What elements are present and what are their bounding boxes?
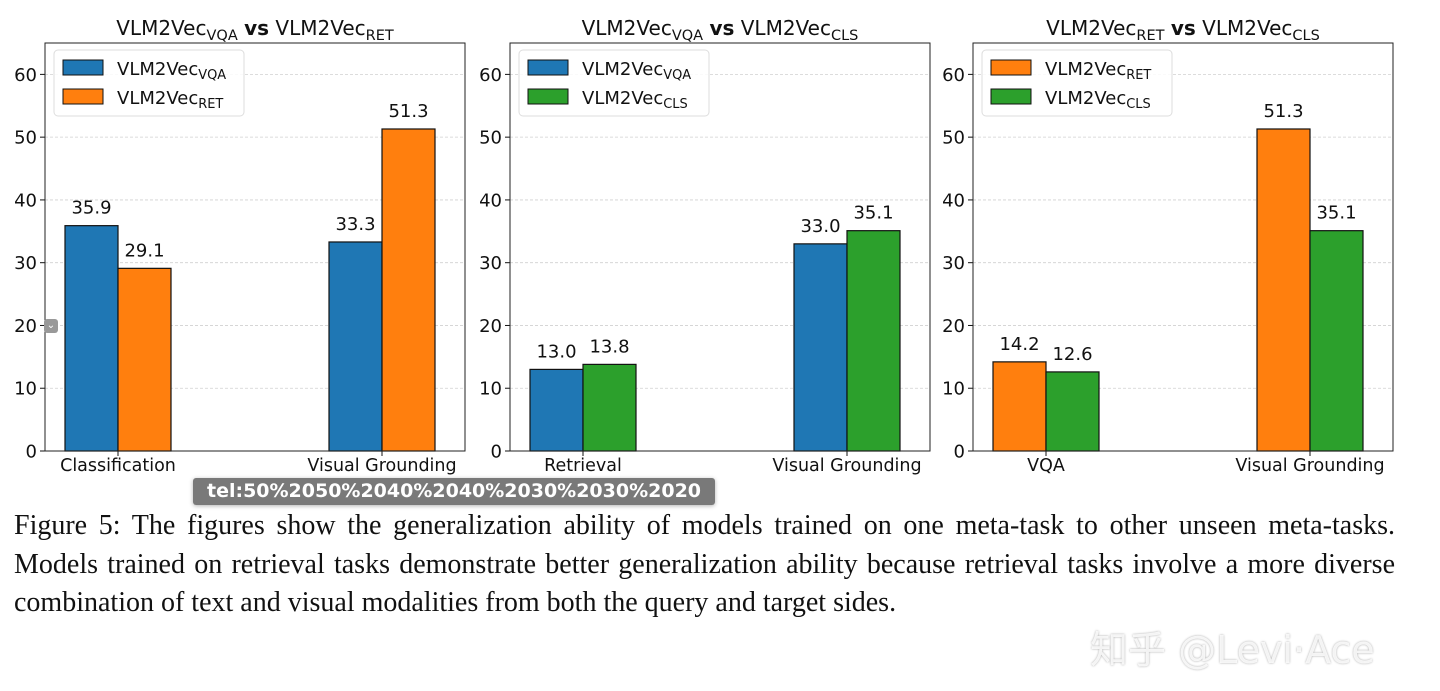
y-tick-label: 60: [14, 65, 37, 86]
plot-frame: [44, 42, 466, 452]
y-tick-label: 40: [479, 190, 502, 211]
data-label: 12.6: [1052, 344, 1092, 365]
figure-caption: Figure 5: The figures show the generaliz…: [14, 510, 1395, 618]
legend-swatch: [62, 59, 104, 76]
legend: VLM2VecVQA VLM2VecCLS: [518, 49, 710, 117]
x-tick-label: VQA: [1027, 456, 1065, 476]
chart-title: VLM2VecVQA vs VLM2VecRET: [116, 16, 394, 44]
data-label: 35.1: [853, 203, 893, 224]
y-tick-label: 10: [942, 379, 965, 400]
chart-1: 0 10 20 30 40 50 60 35.9 33.3 29.1 51.3 Classificat…: [14, 16, 466, 476]
data-label: 13.8: [589, 336, 629, 357]
y-tick-label: 20: [14, 316, 37, 337]
y-tick-label: 10: [479, 379, 502, 400]
legend-swatch: [527, 88, 569, 105]
y-tick-label: 0: [491, 442, 502, 463]
plot-frame: [972, 42, 1394, 452]
y-tick-label: 20: [942, 316, 965, 337]
bar-vqa-visual-grounding: [793, 243, 848, 452]
chart-2: 0 10 20 30 40 50 60 13.0 33.0 13.8 35.1 Retrieval Vi…: [479, 16, 931, 476]
legend-label: VLM2VecRET: [1045, 59, 1151, 83]
y-tick-label: 50: [14, 128, 37, 149]
legend-swatch: [990, 59, 1032, 76]
legend-label: VLM2VecRET: [117, 88, 223, 112]
y-tick-label: 0: [954, 442, 965, 463]
y-tick-label: 20: [479, 316, 502, 337]
data-label: 51.3: [1263, 101, 1303, 122]
y-tick-label: 0: [26, 442, 37, 463]
x-tick-label: Visual Grounding: [307, 456, 456, 476]
figure-charts: 0 10 20 30 40 50 60 35.9 33.3 29.1 51.3 Classificat…: [14, 16, 1394, 476]
bar-ret-visual-grounding: [381, 128, 436, 452]
legend-swatch: [990, 88, 1032, 105]
bar-vqa-classification: [64, 225, 119, 452]
data-label: 13.0: [536, 341, 576, 362]
y-tick-label: 30: [14, 253, 37, 274]
chart-title: VLM2VecRET vs VLM2VecCLS: [1046, 16, 1320, 44]
legend-swatch: [527, 59, 569, 76]
y-tick-label: 30: [479, 253, 502, 274]
x-tick-label: Visual Grounding: [1235, 456, 1384, 476]
y-tick-label: 30: [942, 253, 965, 274]
bar-cls-visual-grounding: [1309, 230, 1364, 452]
x-tick-label: Visual Grounding: [772, 456, 921, 476]
bar-ret-visual-grounding: [1256, 128, 1311, 452]
y-tick-label: 50: [942, 128, 965, 149]
legend-label: VLM2VecCLS: [1045, 88, 1151, 112]
bar-vqa-visual-grounding: [328, 241, 383, 452]
data-label: 35.9: [71, 198, 111, 219]
legend-label: VLM2VecVQA: [582, 59, 691, 83]
data-label: 35.1: [1316, 203, 1356, 224]
x-tick-label: Retrieval: [544, 456, 622, 476]
bar-cls-vqa: [1045, 371, 1100, 452]
y-tick-label: 50: [479, 128, 502, 149]
plot-frame: [509, 42, 931, 452]
y-tick-label: 60: [479, 65, 502, 86]
y-tick-label: 40: [14, 190, 37, 211]
y-tick-label: 40: [942, 190, 965, 211]
bar-ret-vqa: [992, 361, 1047, 452]
bar-cls-retrieval: [582, 363, 637, 452]
legend: VLM2VecVQA VLM2VecRET: [53, 49, 245, 117]
legend: VLM2VecRET VLM2VecCLS: [981, 49, 1173, 117]
data-label: 33.3: [335, 214, 375, 235]
bar-vqa-retrieval: [529, 368, 584, 452]
legend-label: VLM2VecCLS: [582, 88, 688, 112]
chart-3: 0 10 20 30 40 50 60 14.2 51.3 12.6 35.1 VQA Visual G…: [942, 16, 1394, 476]
y-tick-label: 10: [14, 379, 37, 400]
bar-ret-classification: [117, 267, 172, 452]
y-tick-label: 60: [942, 65, 965, 86]
data-label: 33.0: [800, 216, 840, 237]
chart-title: VLM2VecVQA vs VLM2VecCLS: [582, 16, 859, 44]
data-label: 51.3: [388, 101, 428, 122]
data-label: 14.2: [999, 334, 1039, 355]
bar-cls-visual-grounding: [846, 230, 901, 452]
legend-swatch: [62, 88, 104, 105]
chevron-down-icon[interactable]: ⌄: [44, 319, 58, 333]
legend-label: VLM2VecVQA: [117, 59, 226, 83]
link-tooltip: tel:50%2050%2040%2040%2030%2030%2020: [193, 478, 715, 505]
data-label: 29.1: [124, 240, 164, 261]
x-tick-label: Classification: [60, 456, 176, 476]
watermark: 知乎 @Levi·Ace: [1090, 628, 1375, 672]
